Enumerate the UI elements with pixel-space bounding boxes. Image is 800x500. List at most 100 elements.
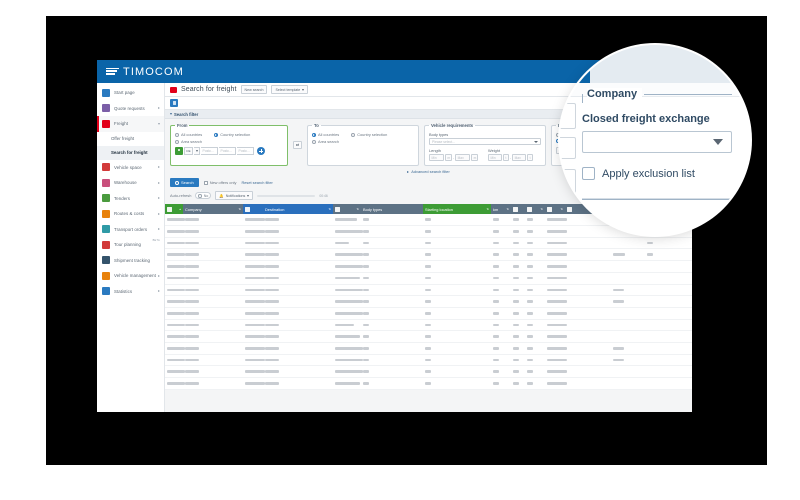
table-row[interactable]: [165, 238, 692, 250]
table-row[interactable]: [165, 320, 692, 332]
sidebar-item-shipment-tracking[interactable]: Shipment tracking: [97, 253, 164, 269]
add-location-button[interactable]: [257, 147, 265, 155]
cell-placeholder-bar: [513, 311, 519, 315]
save-search-icon[interactable]: [170, 99, 178, 107]
body-types-select[interactable]: Please select...: [429, 138, 541, 146]
notifications-button[interactable]: 🔔 Notifications: [215, 191, 254, 201]
sidebar-item-tenders[interactable]: Tenders: [97, 191, 164, 207]
table-row[interactable]: [165, 285, 692, 297]
table-cell: [493, 358, 513, 362]
sidebar-item-transport-orders[interactable]: Transport orders: [97, 222, 164, 238]
column-mail[interactable]: [243, 204, 263, 215]
swap-direction-button[interactable]: ⇄: [293, 140, 302, 149]
to-country-selection-radio[interactable]: Country selection: [351, 132, 387, 137]
new-search-button[interactable]: New search: [240, 85, 268, 94]
column-alert[interactable]: ⇅: [545, 204, 565, 215]
to-all-countries-radio[interactable]: All countries: [312, 132, 339, 137]
reset-search-filter-link[interactable]: Reset search filter: [241, 180, 273, 186]
table-cell: [185, 358, 245, 362]
postcode-field-3[interactable]: Postc...: [237, 147, 254, 155]
cell-placeholder-bar: [493, 288, 499, 292]
sidebar-subitem-offer-freight[interactable]: Offer freight: [97, 132, 164, 146]
table-cell: [527, 335, 547, 338]
cell-placeholder-bar: [547, 288, 567, 292]
sidebar-item-statistics[interactable]: Statistics: [97, 284, 164, 300]
table-cell: [527, 253, 547, 257]
postcode-field-1[interactable]: Postc...: [201, 147, 218, 155]
column-label: Starting location: [425, 206, 453, 212]
location-pin-icon[interactable]: [175, 147, 183, 155]
new-offers-only-checkbox[interactable]: New offers only: [203, 180, 236, 185]
cell-placeholder-bar: [335, 346, 363, 350]
country-code-field[interactable]: DE: [184, 147, 193, 155]
cell-placeholder-bar: [185, 311, 199, 315]
auto-refresh-toggle[interactable]: No: [195, 192, 212, 200]
column-body-types[interactable]: Body types: [361, 204, 423, 215]
table-row[interactable]: [165, 343, 692, 355]
from-area-search-radio[interactable]: Area search: [175, 139, 202, 144]
table-row[interactable]: [165, 378, 692, 390]
sidebar-subitem-search-for-freight[interactable]: Search for freight: [97, 145, 164, 160]
table-cell: [493, 370, 513, 373]
table-row[interactable]: [165, 249, 692, 262]
closed-freight-exchange-select[interactable]: [582, 131, 732, 153]
column-pallet[interactable]: ⇅: [333, 204, 361, 215]
table-row[interactable]: [165, 273, 692, 285]
column-company[interactable]: Company ⇅: [183, 204, 243, 215]
length-max-input[interactable]: Max: [455, 154, 471, 162]
table-row[interactable]: [165, 355, 692, 367]
table-row[interactable]: [165, 261, 692, 273]
cell-placeholder-bar: [425, 358, 431, 362]
table-cell: [547, 335, 567, 338]
search-filter-header[interactable]: Search filter: [165, 110, 692, 119]
table-cell: [167, 323, 185, 327]
table-cell: [547, 358, 567, 362]
cell-placeholder-bar: [185, 276, 199, 280]
weight-max-input[interactable]: Max: [512, 154, 527, 162]
table-row[interactable]: [165, 296, 692, 308]
brand-logo[interactable]: TIMOCOM: [97, 66, 184, 78]
chevron-down-icon: [302, 88, 305, 91]
sidebar-item-vehicle-space[interactable]: Vehicle space: [97, 160, 164, 176]
radio-label: Area search: [318, 139, 339, 144]
table-row[interactable]: [165, 366, 692, 378]
column-date[interactable]: ▴: [165, 204, 183, 215]
column-destination[interactable]: Destination ⇅: [263, 204, 333, 215]
table-row[interactable]: [165, 331, 692, 343]
column-label: km: [493, 206, 499, 212]
sidebar-item-start-page[interactable]: Start page: [97, 85, 164, 101]
table-row[interactable]: [165, 214, 692, 227]
table-cell: [185, 346, 245, 350]
column-starting-location[interactable]: Starting location ⇅: [423, 204, 491, 215]
length-min-input[interactable]: Min: [429, 154, 444, 162]
sidebar-item-warehouse[interactable]: Warehouse: [97, 175, 164, 191]
to-area-search-radio[interactable]: Area search: [312, 139, 339, 144]
sidebar-item-routes-and-costs[interactable]: Routes & costs: [97, 206, 164, 222]
table-cell: [363, 370, 425, 373]
sidebar-item-quote-requests[interactable]: Quote requests: [97, 101, 164, 117]
apply-exclusion-list-checkbox[interactable]: Apply exclusion list: [582, 167, 732, 180]
bell-icon: 🔔: [219, 193, 224, 198]
new-search-label: New search: [244, 87, 264, 92]
from-country-selection-radio[interactable]: Country selection: [214, 132, 250, 137]
table-cell: [527, 358, 547, 362]
advanced-search-filter-link[interactable]: Advanced search filter: [165, 169, 692, 174]
chevron-down-icon: [158, 122, 160, 125]
search-button[interactable]: Search: [170, 178, 199, 188]
table-row[interactable]: [165, 308, 692, 320]
column-plus-marker[interactable]: [511, 204, 525, 215]
cell-placeholder-bar: [167, 276, 185, 280]
sidebar-item-tour-planning[interactable]: Tour planning BETA: [97, 237, 164, 253]
sidebar-item-freight[interactable]: Freight: [97, 116, 164, 132]
column-km[interactable]: km ⇅: [491, 204, 511, 215]
sidebar-item-vehicle-management[interactable]: Vehicle management: [97, 268, 164, 284]
body-types-value: Please select...: [432, 139, 455, 144]
postcode-field-2[interactable]: Postc...: [219, 147, 236, 155]
select-template-button[interactable]: Select template: [271, 85, 309, 94]
column-tools[interactable]: ⇅: [525, 204, 545, 215]
table-cell: [425, 265, 493, 268]
country-dropdown-toggle[interactable]: [194, 147, 200, 155]
table-row[interactable]: [165, 226, 692, 238]
from-all-countries-radio[interactable]: All countries: [175, 132, 202, 137]
weight-min-input[interactable]: Min: [488, 154, 502, 162]
